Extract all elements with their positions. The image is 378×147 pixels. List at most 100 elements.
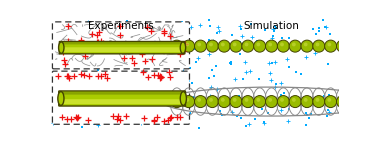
Bar — [77, 46, 78, 50]
Circle shape — [325, 40, 337, 52]
Circle shape — [174, 98, 177, 102]
Bar — [158, 45, 159, 49]
Circle shape — [221, 98, 225, 102]
Circle shape — [230, 40, 242, 52]
Circle shape — [316, 98, 319, 102]
Bar — [131, 49, 132, 53]
Circle shape — [301, 96, 313, 108]
Bar — [120, 42, 121, 46]
Circle shape — [221, 42, 225, 46]
Text: Simulation: Simulation — [243, 21, 299, 31]
Circle shape — [254, 40, 266, 52]
Circle shape — [171, 40, 183, 52]
Circle shape — [183, 96, 195, 108]
Circle shape — [195, 96, 206, 108]
Circle shape — [233, 98, 237, 102]
Text: Experiments: Experiments — [88, 21, 154, 31]
Bar — [146, 94, 147, 98]
Circle shape — [197, 98, 201, 102]
Circle shape — [218, 40, 230, 52]
Circle shape — [206, 96, 218, 108]
Bar — [73, 44, 74, 48]
Circle shape — [277, 96, 289, 108]
Bar — [154, 41, 155, 45]
Ellipse shape — [58, 92, 64, 105]
Bar — [172, 95, 173, 99]
Circle shape — [245, 42, 248, 46]
Bar — [178, 97, 180, 101]
Bar — [91, 46, 93, 50]
Circle shape — [256, 42, 260, 46]
Circle shape — [313, 40, 325, 52]
FancyBboxPatch shape — [59, 41, 185, 54]
Circle shape — [209, 98, 213, 102]
Circle shape — [256, 98, 260, 102]
Circle shape — [186, 42, 189, 46]
Circle shape — [313, 96, 325, 108]
Bar — [136, 98, 138, 102]
Circle shape — [336, 40, 349, 52]
Circle shape — [351, 98, 355, 102]
Bar — [108, 94, 109, 98]
Bar — [119, 42, 120, 46]
Bar — [99, 100, 100, 104]
Circle shape — [289, 96, 301, 108]
Circle shape — [233, 42, 237, 46]
Bar — [143, 42, 144, 46]
FancyBboxPatch shape — [53, 71, 189, 124]
Bar — [91, 47, 93, 51]
Circle shape — [289, 40, 301, 52]
Circle shape — [363, 42, 367, 46]
Bar — [143, 43, 144, 47]
Bar — [166, 98, 167, 102]
Bar — [65, 92, 66, 96]
Circle shape — [336, 96, 349, 108]
FancyBboxPatch shape — [59, 91, 186, 106]
Bar — [89, 100, 90, 104]
Circle shape — [265, 96, 277, 108]
FancyBboxPatch shape — [62, 99, 183, 104]
Ellipse shape — [180, 42, 186, 54]
Circle shape — [280, 98, 284, 102]
Circle shape — [195, 40, 206, 52]
Circle shape — [292, 42, 296, 46]
Circle shape — [268, 42, 272, 46]
Circle shape — [242, 96, 254, 108]
Bar — [86, 93, 87, 97]
Circle shape — [301, 40, 313, 52]
Circle shape — [363, 98, 367, 102]
FancyBboxPatch shape — [62, 47, 183, 52]
Circle shape — [183, 40, 195, 52]
Bar — [89, 94, 90, 98]
Circle shape — [218, 96, 230, 108]
Circle shape — [280, 42, 284, 46]
Bar — [174, 44, 175, 48]
Circle shape — [348, 96, 360, 108]
Circle shape — [316, 42, 319, 46]
Circle shape — [197, 42, 201, 46]
Circle shape — [186, 98, 189, 102]
Circle shape — [171, 96, 183, 108]
Bar — [120, 47, 121, 51]
Circle shape — [206, 40, 218, 52]
Circle shape — [230, 96, 242, 108]
Bar — [85, 97, 86, 101]
Bar — [81, 47, 82, 51]
Circle shape — [268, 98, 272, 102]
FancyBboxPatch shape — [53, 22, 189, 69]
Circle shape — [360, 40, 372, 52]
Bar — [81, 43, 82, 47]
Circle shape — [327, 98, 331, 102]
Circle shape — [265, 40, 277, 52]
Circle shape — [327, 42, 331, 46]
Circle shape — [339, 42, 343, 46]
Bar — [102, 92, 104, 96]
Circle shape — [304, 98, 308, 102]
Circle shape — [304, 42, 308, 46]
Ellipse shape — [59, 42, 64, 54]
Circle shape — [351, 42, 355, 46]
Circle shape — [209, 42, 213, 46]
Circle shape — [174, 42, 177, 46]
FancyBboxPatch shape — [62, 92, 183, 95]
Circle shape — [360, 96, 372, 108]
